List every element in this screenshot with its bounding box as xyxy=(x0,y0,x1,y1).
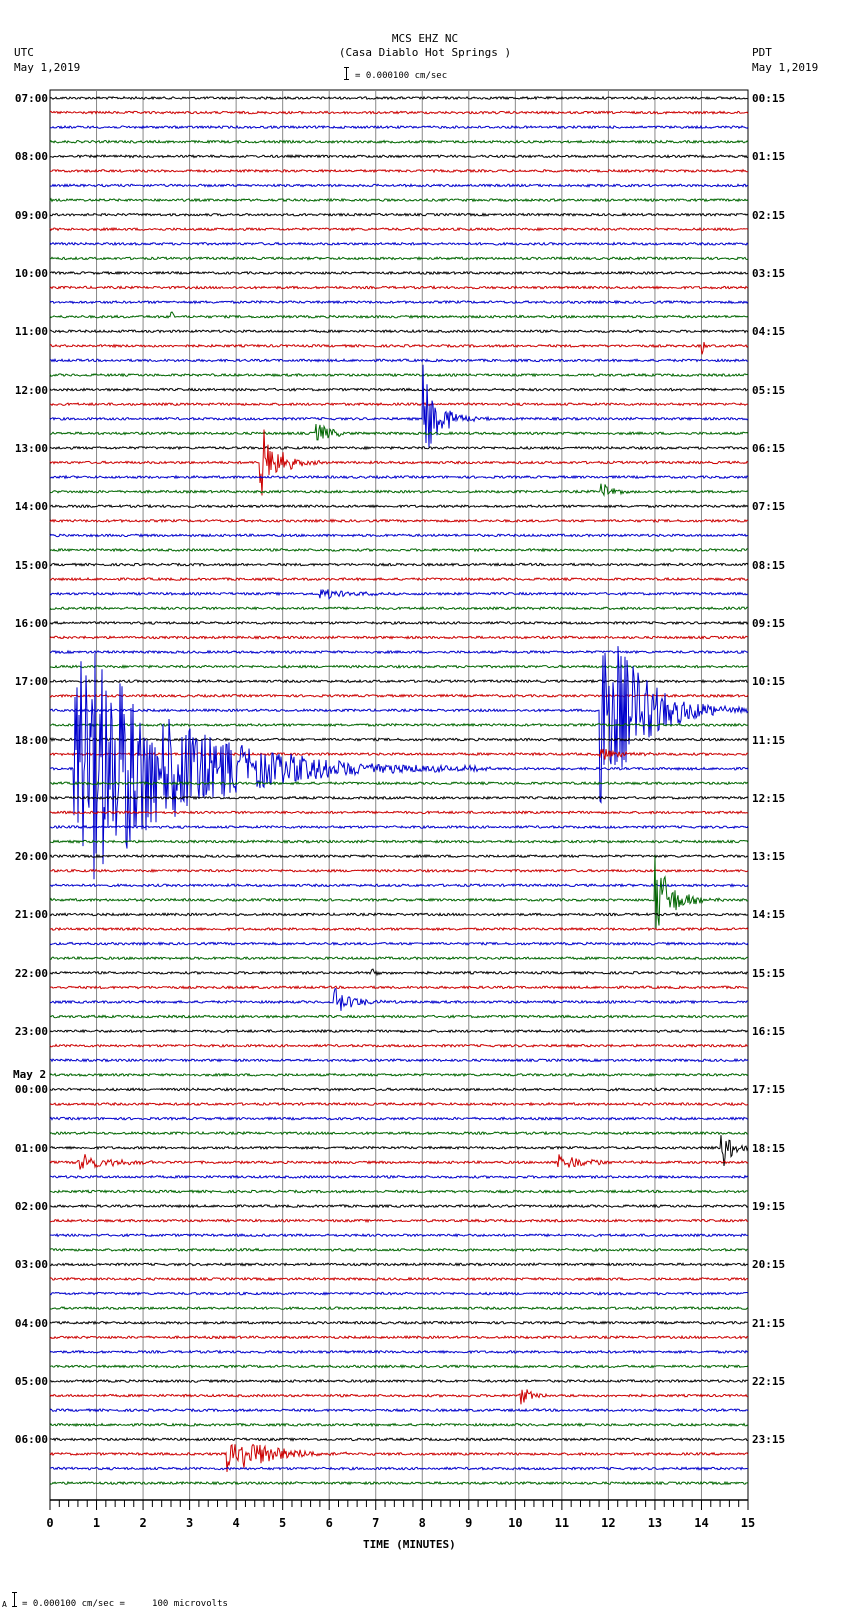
pdt-hour-label: 01:15 xyxy=(752,150,786,164)
utc-hour-label: 04:00 xyxy=(14,1316,48,1330)
utc-hour-label: 22:00 xyxy=(14,966,48,980)
right-date: May 1,2019 xyxy=(752,61,819,74)
utc-hour-label: 20:00 xyxy=(14,850,48,864)
x-tick-label: 0 xyxy=(46,1516,54,1530)
pdt-hour-label: 07:15 xyxy=(752,500,786,514)
pdt-hour-label: 06:15 xyxy=(752,441,786,455)
utc-hour-label: 23:00 xyxy=(14,1025,48,1039)
pdt-hour-label: 23:15 xyxy=(752,1433,786,1447)
x-tick-label: 15 xyxy=(740,1516,756,1530)
pdt-hour-label: 09:15 xyxy=(752,616,786,630)
x-tick-label: 10 xyxy=(508,1516,523,1530)
utc-hour-label: 16:00 xyxy=(14,616,48,630)
scale-bar-icon xyxy=(344,67,349,80)
utc-hour-label: 12:00 xyxy=(14,383,48,397)
pdt-hour-label: 16:15 xyxy=(752,1025,786,1039)
utc-hour-label: 14:00 xyxy=(14,500,48,514)
utc-hour-label: 19:00 xyxy=(14,791,48,805)
pdt-hour-label: 04:15 xyxy=(752,325,786,339)
x-tick-label: 11 xyxy=(554,1516,570,1530)
station-title: MCS EHZ NC xyxy=(391,32,459,45)
utc-hour-label: 00:00 xyxy=(14,1083,48,1097)
footer-marker: A xyxy=(2,1600,7,1609)
left-timezone: UTC xyxy=(14,46,34,59)
x-tick-label: 1 xyxy=(92,1516,101,1530)
x-tick-label: 4 xyxy=(232,1516,240,1530)
pdt-hour-label: 17:15 xyxy=(752,1083,786,1097)
pdt-hour-label: 22:15 xyxy=(752,1375,786,1389)
x-tick-label: 9 xyxy=(465,1516,473,1530)
pdt-hour-label: 10:15 xyxy=(752,675,786,689)
utc-hour-label: 01:00 xyxy=(14,1141,48,1155)
pdt-hour-label: 21:15 xyxy=(752,1316,786,1330)
pdt-hour-label: 08:15 xyxy=(752,558,786,572)
x-tick-label: 12 xyxy=(601,1516,616,1530)
x-tick-label: 2 xyxy=(139,1516,147,1530)
utc-hour-label: 15:00 xyxy=(14,558,48,572)
right-timezone: PDT xyxy=(752,46,772,59)
utc-hour-label: 10:00 xyxy=(14,266,48,280)
pdt-hour-label: 02:15 xyxy=(752,208,786,222)
utc-hour-label: 17:00 xyxy=(14,675,48,689)
x-tick-label: 6 xyxy=(325,1516,333,1530)
pdt-hour-label: 12:15 xyxy=(752,791,786,805)
utc-hour-label: 18:00 xyxy=(14,733,48,747)
station-location: (Casa Diablo Hot Springs ) xyxy=(338,46,512,59)
left-date: May 1,2019 xyxy=(14,61,81,74)
utc-hour-label: 02:00 xyxy=(14,1200,48,1214)
utc-hour-label: 09:00 xyxy=(14,208,48,222)
x-tick-label: 14 xyxy=(694,1516,709,1530)
utc-hour-label: 21:00 xyxy=(14,908,48,922)
date-change-label: May 2 xyxy=(13,1068,47,1082)
pdt-hour-label: 18:15 xyxy=(752,1141,786,1155)
scale-text: = 0.000100 cm/sec xyxy=(355,71,448,81)
pdt-hour-label: 03:15 xyxy=(752,266,786,280)
pdt-hour-label: 13:15 xyxy=(752,850,786,864)
x-tick-label: 13 xyxy=(647,1516,663,1530)
pdt-hour-label: 14:15 xyxy=(752,908,786,922)
utc-hour-label: 05:00 xyxy=(14,1375,48,1389)
pdt-hour-label: 19:15 xyxy=(752,1200,786,1214)
footer-scale-bar-icon xyxy=(12,1592,17,1607)
footer-scale-text: = 0.000100 cm/sec = 100 microvolts xyxy=(22,1599,228,1609)
utc-hour-label: 07:00 xyxy=(14,92,48,105)
utc-hour-label: 06:00 xyxy=(14,1433,48,1447)
x-tick-label: 5 xyxy=(279,1516,287,1530)
x-tick-label: 3 xyxy=(185,1516,194,1530)
pdt-hour-label: 00:15 xyxy=(752,92,786,105)
x-tick-label: 8 xyxy=(418,1516,426,1530)
utc-hour-label: 11:00 xyxy=(14,325,48,339)
pdt-hour-label: 11:15 xyxy=(752,733,786,747)
utc-hour-label: 03:00 xyxy=(14,1258,48,1272)
x-axis-label: TIME (MINUTES) xyxy=(363,1538,456,1551)
pdt-hour-label: 15:15 xyxy=(752,966,786,980)
pdt-hour-label: 05:15 xyxy=(752,383,786,397)
utc-hour-label: 08:00 xyxy=(14,150,48,164)
x-tick-label: 7 xyxy=(372,1516,380,1530)
utc-hour-label: 13:00 xyxy=(14,441,48,455)
pdt-hour-label: 20:15 xyxy=(752,1258,786,1272)
